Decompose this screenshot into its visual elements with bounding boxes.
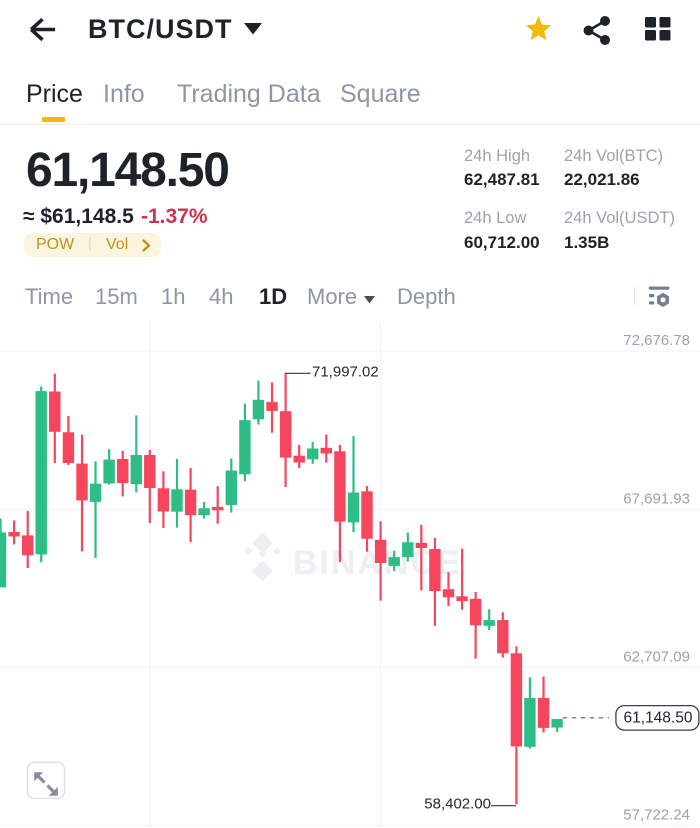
svg-text:71,997.02: 71,997.02: [312, 364, 379, 381]
svg-text:61,148.50: 61,148.50: [624, 710, 693, 727]
svg-text:67,691.93: 67,691.93: [623, 491, 690, 508]
svg-text:72,676.78: 72,676.78: [623, 332, 690, 349]
svg-text:62,707.09: 62,707.09: [623, 649, 690, 666]
svg-text:57,722.24: 57,722.24: [623, 807, 690, 824]
svg-text:58,402.00: 58,402.00: [424, 796, 491, 813]
